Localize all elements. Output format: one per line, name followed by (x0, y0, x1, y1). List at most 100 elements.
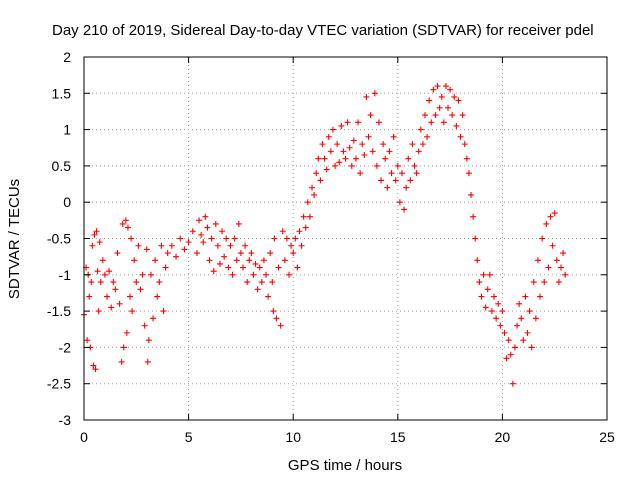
x-axis-label: GPS time / hours (288, 457, 402, 474)
data-point (426, 97, 433, 104)
y-tick-label: 1 (63, 122, 71, 138)
data-point (359, 141, 366, 148)
data-point (367, 112, 374, 119)
data-point (365, 133, 372, 140)
data-point (421, 112, 428, 119)
data-point (99, 257, 106, 264)
data-point (97, 279, 104, 286)
data-point (216, 260, 223, 267)
data-point (323, 166, 330, 173)
data-point (145, 337, 152, 344)
data-point (453, 122, 460, 129)
data-point (390, 133, 397, 140)
data-point (398, 170, 405, 177)
data-point (518, 315, 525, 322)
y-axis-label: SDTVAR / TECUs (6, 179, 23, 299)
data-point (298, 242, 305, 249)
data-point (110, 279, 117, 286)
data-point (503, 355, 510, 362)
data-point (269, 279, 276, 286)
data-point (294, 264, 301, 271)
data-point (189, 228, 196, 235)
data-point (242, 242, 249, 249)
data-point (449, 112, 456, 119)
data-point (137, 286, 144, 293)
data-point (405, 155, 412, 162)
data-point (123, 329, 130, 336)
data-point (361, 152, 368, 159)
data-point (447, 86, 454, 93)
data-point (491, 293, 498, 300)
data-point (311, 191, 318, 198)
data-point (252, 260, 259, 267)
data-point (92, 366, 99, 373)
data-point (112, 286, 119, 293)
data-point (557, 264, 564, 271)
data-point (363, 93, 370, 100)
data-point (386, 148, 393, 155)
data-point (497, 322, 504, 329)
data-point (124, 224, 131, 231)
x-tick-label: 10 (285, 429, 301, 445)
data-point (206, 257, 213, 264)
data-point (256, 264, 263, 271)
data-point (338, 122, 345, 129)
data-point (380, 141, 387, 148)
y-tick-label: -1 (59, 267, 72, 283)
data-point (244, 279, 251, 286)
y-tick-label: -3 (59, 412, 72, 428)
data-point (348, 162, 355, 169)
data-point (200, 239, 207, 246)
data-point (131, 257, 138, 264)
data-point (198, 231, 205, 238)
data-point (204, 224, 211, 231)
data-point (541, 279, 548, 286)
data-point (436, 104, 443, 111)
data-point (413, 170, 420, 177)
y-tick-label: 2 (63, 49, 71, 65)
data-point (350, 137, 357, 144)
data-point (432, 112, 439, 119)
data-point (317, 177, 324, 184)
data-point (185, 239, 192, 246)
data-point (336, 159, 343, 166)
data-point (95, 308, 102, 315)
data-point (250, 271, 257, 278)
data-point (321, 155, 328, 162)
data-point (327, 148, 334, 155)
data-point (476, 279, 483, 286)
data-point (534, 257, 541, 264)
data-point (340, 148, 347, 155)
data-point (442, 83, 449, 90)
data-point (283, 235, 290, 242)
data-point (430, 86, 437, 93)
data-point (549, 242, 556, 249)
x-tick-label: 20 (495, 429, 511, 445)
data-point (265, 293, 272, 300)
data-point (229, 271, 236, 278)
data-point (309, 184, 316, 191)
data-point (438, 93, 445, 100)
data-point (334, 141, 341, 148)
data-point (196, 217, 203, 224)
data-point (202, 213, 209, 220)
data-point (319, 141, 326, 148)
data-point (332, 162, 339, 169)
data-point (258, 279, 265, 286)
data-point (342, 155, 349, 162)
data-point (468, 191, 475, 198)
data-point (415, 148, 422, 155)
data-point (445, 104, 452, 111)
data-point (472, 235, 479, 242)
data-point (122, 217, 129, 224)
data-point (292, 235, 299, 242)
data-point (461, 141, 468, 148)
data-point (89, 242, 96, 249)
data-point (417, 126, 424, 133)
data-point (181, 246, 188, 253)
data-point (411, 162, 418, 169)
data-point (382, 155, 389, 162)
data-point (263, 271, 270, 278)
data-point (104, 293, 111, 300)
